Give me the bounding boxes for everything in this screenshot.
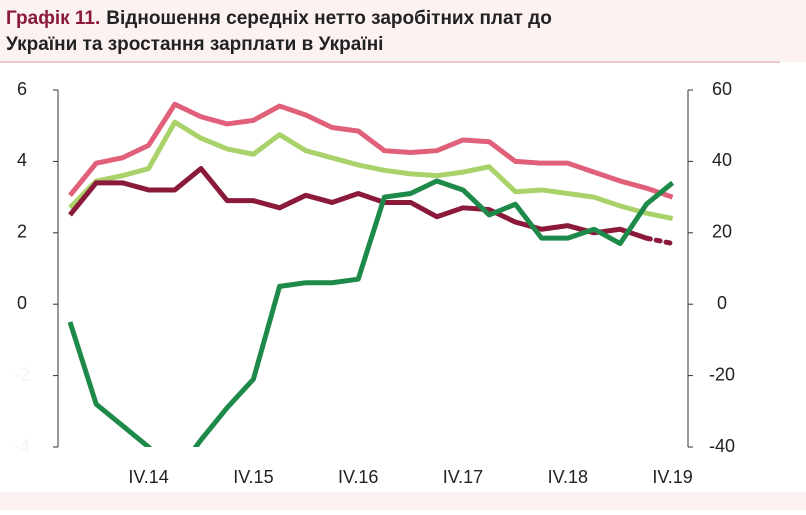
y2-tick-label: -20 — [709, 364, 735, 384]
title-line1: Відношення середніх нетто заробітних пла… — [106, 8, 552, 29]
y-tick-label: 4 — [17, 150, 27, 170]
series-line — [67, 178, 675, 447]
bottom-band — [0, 492, 806, 510]
y2-tick-label: 0 — [717, 293, 727, 313]
y2-tick-label: 60 — [712, 79, 732, 99]
title-band — [0, 0, 806, 62]
x-tick-label: IV.16 — [338, 467, 378, 487]
chart-title: Графік 11. Відношення середніх нетто заро… — [6, 8, 552, 29]
y-tick-label: -2 — [14, 364, 30, 384]
title-prefix: Графік 11. — [6, 8, 100, 29]
x-tick-label: IV.17 — [443, 467, 483, 487]
y2-tick-label: 20 — [712, 222, 732, 242]
y2-tick-label: 40 — [712, 150, 732, 170]
y-tick-label: 6 — [17, 79, 27, 99]
series-line-dotted — [643, 235, 676, 247]
y-tick-label: -4 — [14, 436, 30, 456]
y2-tick-label: -40 — [709, 436, 735, 456]
y-tick-label: 2 — [17, 222, 27, 242]
series-line — [68, 101, 674, 200]
series-line — [68, 166, 648, 241]
x-tick-label: IV.18 — [548, 467, 588, 487]
x-tick-label: IV.19 — [652, 467, 692, 487]
series-line — [68, 119, 674, 221]
title-line2: України та зростання зарплати в Україні — [6, 34, 383, 55]
y-tick-label: 0 — [17, 293, 27, 313]
x-tick-label: IV.14 — [128, 467, 168, 487]
x-tick-label: IV.15 — [233, 467, 273, 487]
